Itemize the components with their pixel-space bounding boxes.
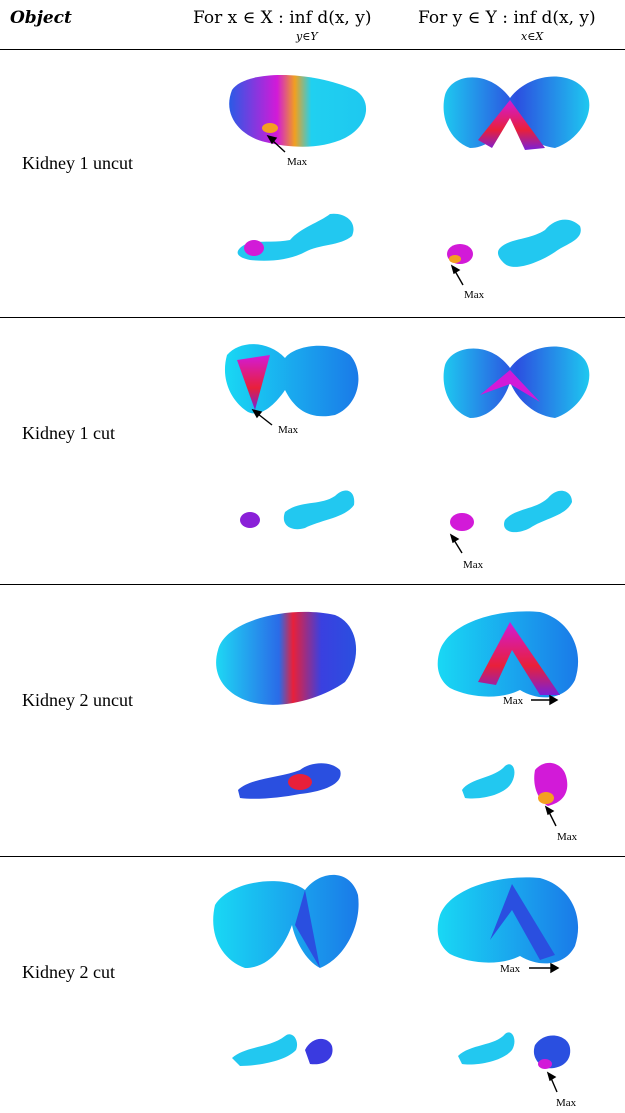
- max-arrowhead: [266, 134, 278, 145]
- row-label-kidney-1-uncut: Kidney 1 uncut: [22, 153, 133, 173]
- kidney-2-cut-y-large: [437, 877, 579, 964]
- kidney-1-uncut-y-small: [447, 219, 581, 267]
- max-label: Max: [464, 289, 485, 301]
- kidney-1-uncut-x-large: [229, 75, 367, 147]
- max-arrow: [550, 1077, 558, 1093]
- max-label: Max: [463, 559, 484, 571]
- max-arrowhead: [251, 408, 263, 419]
- kidney-1-cut-x-small: [240, 490, 355, 530]
- header-rule: [0, 49, 625, 50]
- column-header-x-subscript: y∈Y: [296, 30, 318, 43]
- kidney-2-uncut-x-large: [216, 611, 357, 705]
- kidney-2-cut-x-small: [232, 1034, 333, 1066]
- max-arrowhead: [449, 533, 460, 544]
- max-arrowhead: [450, 264, 461, 275]
- max-label: Max: [278, 424, 299, 436]
- column-header-object: Object: [10, 8, 72, 28]
- max-label: Max: [500, 963, 521, 975]
- kidney-2-uncut-y-large: [437, 611, 579, 698]
- kidney-2-uncut-x-small: [238, 763, 341, 799]
- max-label: Max: [557, 831, 578, 843]
- kidney-1-cut-x-large: [224, 344, 359, 417]
- kidney-1-cut-y-large: [443, 346, 590, 418]
- row-label-kidney-1-cut: Kidney 1 cut: [22, 423, 115, 443]
- max-label: Max: [287, 156, 308, 168]
- max-arrow: [271, 139, 286, 153]
- kidney-1-uncut-x-small: [237, 213, 354, 261]
- row-separator: [0, 856, 625, 857]
- kidney-2-uncut-y-small: [462, 762, 568, 806]
- kidney-1-cut-y-small: [450, 490, 572, 533]
- max-arrow: [257, 413, 273, 426]
- kidney-2-cut-y-small: [458, 1032, 571, 1069]
- max-arrow: [548, 811, 557, 827]
- row-label-kidney-2-cut: Kidney 2 cut: [22, 962, 115, 982]
- column-header-y: For y ∈ Y : inf d(x, y) x∈X: [418, 8, 596, 43]
- row-separator: [0, 317, 625, 318]
- column-header-y-subscript: x∈X: [521, 30, 544, 43]
- row-separator: [0, 584, 625, 585]
- max-arrowhead: [550, 962, 560, 974]
- max-label: Max: [503, 695, 524, 707]
- max-label: Max: [556, 1097, 577, 1109]
- max-arrow: [454, 270, 464, 286]
- kidney-2-cut-x-large: [213, 874, 359, 968]
- column-header-x: For x ∈ X : inf d(x, y) y∈Y: [193, 8, 372, 43]
- max-arrow: [453, 539, 463, 554]
- max-arrowhead: [549, 694, 559, 706]
- max-arrowhead: [544, 805, 555, 816]
- row-label-kidney-2-uncut: Kidney 2 uncut: [22, 690, 133, 710]
- kidney-1-uncut-y-large: [443, 76, 590, 150]
- max-arrowhead: [546, 1071, 557, 1082]
